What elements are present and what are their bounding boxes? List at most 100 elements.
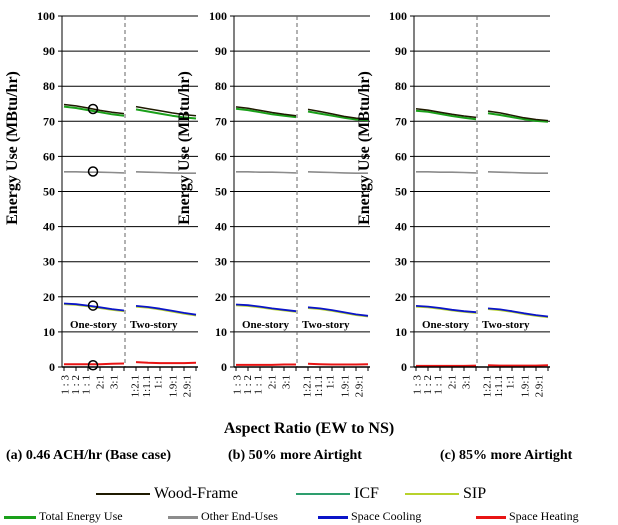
y-tick-label: 20 xyxy=(215,290,227,304)
caption-c: (c) 85% more Airtight xyxy=(440,448,573,463)
y-tick-label: 90 xyxy=(215,44,227,58)
series-other-end-uses xyxy=(487,171,548,174)
marker-circle xyxy=(87,166,99,177)
x-tick-label: 1 : 1 xyxy=(81,375,93,395)
y-tick-label: 60 xyxy=(43,149,55,163)
y-tick-label: 0 xyxy=(49,360,55,374)
x-tick-label: 1:1.1 xyxy=(493,375,505,397)
y-tick-label: 60 xyxy=(215,149,227,163)
y-tick-label: 70 xyxy=(395,114,407,128)
x-tick-label: 1 : 1 xyxy=(253,375,265,395)
series-space-cooling-sip xyxy=(235,305,297,313)
series-total-wood-frame xyxy=(63,103,125,115)
series-other-end-uses xyxy=(307,171,368,174)
legend-label: Space Heating xyxy=(509,509,579,523)
legend-end-uses: Total Energy Use Other End-Uses Space Co… xyxy=(0,508,618,524)
legend-materials: Wood-Frame ICF SIP xyxy=(0,484,618,504)
x-tick-label: 2:1 xyxy=(95,375,107,389)
series-space-cooling-sip xyxy=(307,307,369,318)
legend-item-sip: SIP xyxy=(405,484,486,504)
legend-swatch-other xyxy=(168,515,198,519)
x-tick-label: 2.9:1 xyxy=(354,375,366,397)
legend-item-total: Total Energy Use xyxy=(4,508,123,524)
x-tick-label: 1:2.1 xyxy=(302,375,314,397)
y-tick-label: 40 xyxy=(215,220,227,234)
x-tick-label: 3:1 xyxy=(109,375,121,389)
x-tick-label: 1:2.1 xyxy=(482,375,494,397)
series-total-icf xyxy=(135,108,197,120)
x-tick-label: 1 : 1 xyxy=(433,375,445,395)
legend-label: Space Cooling xyxy=(351,509,422,523)
series-total-icf xyxy=(63,105,125,117)
y-tick-label: 90 xyxy=(43,44,55,58)
y-tick-label: 50 xyxy=(215,185,227,199)
legend-item-heating: Space Heating xyxy=(476,508,579,524)
legend-swatch-wood-frame xyxy=(96,493,150,496)
y-tick-label: 20 xyxy=(395,290,407,304)
series-space-cooling-sip xyxy=(135,306,197,317)
y-tick-label: 90 xyxy=(395,44,407,58)
y-tick-label: 100 xyxy=(209,9,227,23)
x-tick-label: 1.9:1 xyxy=(340,375,352,397)
y-axis-label: Energy Use (MBtu/hr) xyxy=(176,71,193,225)
annotation-two-story: Two-story xyxy=(130,319,178,331)
x-tick-label: 1 : 2 xyxy=(70,375,82,395)
legend-label: Wood-Frame xyxy=(154,485,239,502)
series-space-heating xyxy=(64,362,125,366)
caption-b: (b) 50% more Airtight xyxy=(228,448,362,463)
legend-swatch-icf xyxy=(296,493,350,496)
series-space-cooling xyxy=(135,305,197,316)
series-space-cooling-sip xyxy=(63,303,125,313)
series-space-cooling-sip xyxy=(415,306,477,314)
y-tick-label: 100 xyxy=(37,9,55,23)
series-total-wood-frame xyxy=(235,106,297,117)
y-tick-label: 30 xyxy=(43,255,55,269)
series-total-wood-frame xyxy=(415,107,477,119)
series-space-cooling xyxy=(487,307,549,318)
legend-swatch-cooling xyxy=(318,515,348,519)
annotation-two-story: Two-story xyxy=(302,319,350,331)
y-tick-label: 30 xyxy=(215,255,227,269)
x-tick-label: 2.9:1 xyxy=(534,375,546,397)
series-space-cooling xyxy=(307,306,369,317)
x-tick-label: 1:1.1 xyxy=(141,375,153,397)
panel-a: 0 10 20 30 40 50 60 70 80 90 100 Energy Use (MBtu/h… xyxy=(4,9,198,397)
x-tick-label: 1 : 3 xyxy=(60,375,72,395)
legend-swatch-heating xyxy=(476,515,506,519)
panel-c: 0 10 20 30 40 50 60 70 80 90 100 Energy Use (MBtu/h… xyxy=(356,9,550,397)
y-tick-label: 70 xyxy=(215,114,227,128)
series-total-icf xyxy=(307,110,369,122)
series-space-heating xyxy=(307,362,369,366)
y-axis-label: Energy Use (MBtu/hr) xyxy=(4,71,21,225)
y-tick-label: 50 xyxy=(395,185,407,199)
series-total-wood-frame xyxy=(135,105,197,117)
series-space-cooling-sip xyxy=(487,308,549,319)
legend-swatch-sip xyxy=(405,493,459,496)
series-total-icf xyxy=(415,109,477,121)
panel-b: 0 10 20 30 40 50 60 70 80 90 100 Energy Use (MBtu/h… xyxy=(176,9,370,397)
series-other-end-uses xyxy=(64,171,125,174)
series-total-wood-frame xyxy=(487,110,549,122)
caption-a: (a) 0.46 ACH/hr (Base case) xyxy=(6,448,171,463)
x-tick-label: 1.9:1 xyxy=(168,375,180,397)
legend-label: Total Energy Use xyxy=(39,509,123,523)
series-other-end-uses xyxy=(135,171,196,174)
y-tick-label: 10 xyxy=(395,325,407,339)
legend-label: ICF xyxy=(354,485,379,502)
series-space-cooling xyxy=(235,303,297,313)
x-tick-label: 2:1 xyxy=(267,375,279,389)
marker-circle xyxy=(87,300,99,311)
x-tick-label: 2:1 xyxy=(447,375,459,389)
y-tick-label: 80 xyxy=(215,79,227,93)
series-total-wood-frame xyxy=(307,108,369,120)
marker-circle xyxy=(87,103,99,115)
y-tick-label: 40 xyxy=(43,220,55,234)
legend-label: Other End-Uses xyxy=(201,509,278,523)
y-tick-label: 10 xyxy=(215,325,227,339)
legend-item-icf: ICF xyxy=(296,484,379,504)
series-total-icf xyxy=(235,107,297,119)
x-tick-label: 1 : 3 xyxy=(232,375,244,395)
legend-item-cooling: Space Cooling xyxy=(318,508,421,524)
y-tick-label: 80 xyxy=(395,79,407,93)
